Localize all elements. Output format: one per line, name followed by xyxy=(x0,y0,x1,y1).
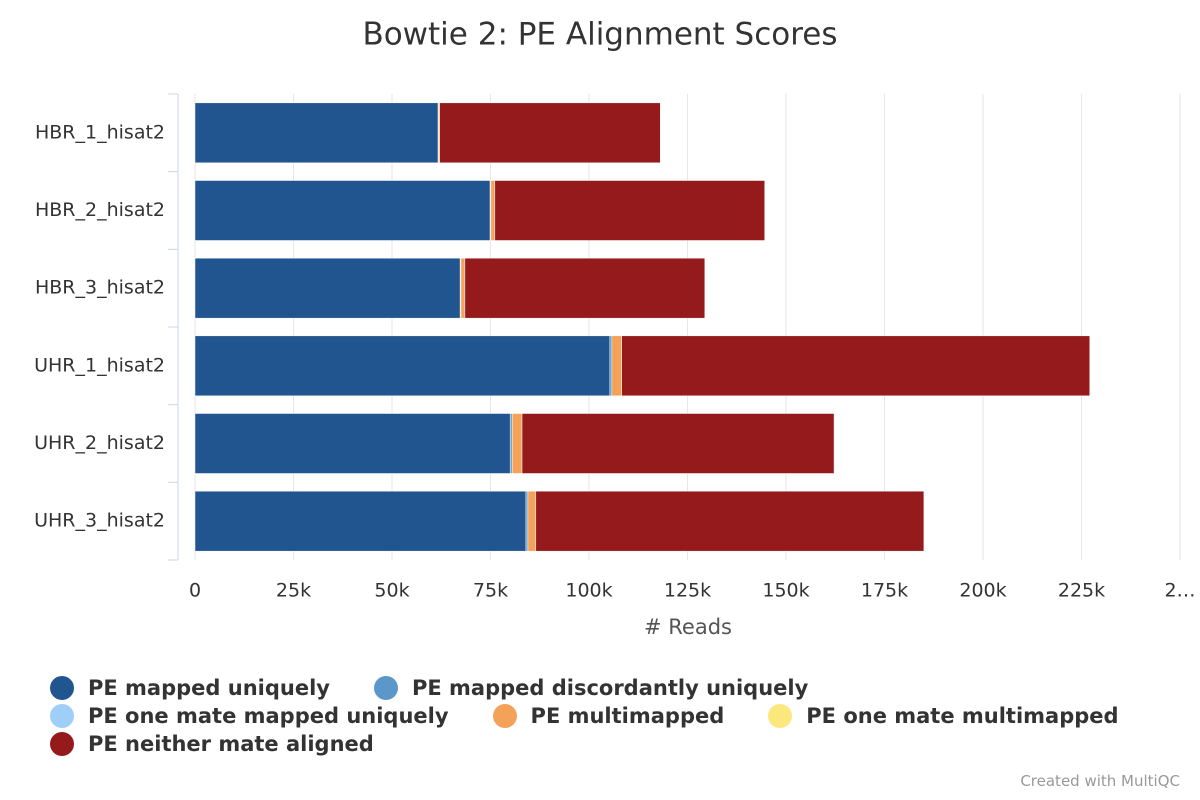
chart-title: Bowtie 2: PE Alignment Scores xyxy=(362,17,837,53)
x-tick-label: 2… xyxy=(1164,580,1195,602)
bar-segment xyxy=(525,490,529,552)
y-tick-label: UHR_1_hisat2 xyxy=(34,354,165,376)
legend-marker xyxy=(768,704,793,728)
chart: Bowtie 2: PE Alignment Scores # Reads 0 2… xyxy=(34,17,1195,640)
legend: PE mapped uniquely PE mapped discordantly… xyxy=(50,676,1160,756)
bar-segment xyxy=(194,180,491,241)
legend-item[interactable]: PE multimapped xyxy=(492,704,725,728)
legend-marker xyxy=(373,676,398,700)
y-tick-label: UHR_3_hisat2 xyxy=(34,510,165,532)
bar-segment xyxy=(609,335,613,397)
bar-segment xyxy=(194,413,511,474)
bar-segment xyxy=(509,413,513,474)
legend-label: PE neither mate aligned xyxy=(88,732,374,756)
bar-segment xyxy=(511,413,523,474)
y-tick-label: HBR_1_hisat2 xyxy=(35,121,165,143)
x-tick-label: 225k xyxy=(1058,580,1105,602)
bar-segment xyxy=(494,180,765,241)
bar-segment xyxy=(521,413,835,474)
legend-item[interactable]: PE one mate multimapped xyxy=(768,704,1119,728)
bar-segment xyxy=(194,102,439,164)
bar-segment xyxy=(460,257,466,319)
bar-segment xyxy=(194,257,461,319)
x-tick-label: 175k xyxy=(861,580,908,602)
y-tick-label: HBR_3_hisat2 xyxy=(35,277,165,299)
x-tick-label: 150k xyxy=(762,580,809,602)
bar-segment xyxy=(611,335,622,397)
legend-marker xyxy=(50,676,74,700)
y-tick-label: UHR_2_hisat2 xyxy=(34,432,165,454)
x-tick-label: 125k xyxy=(664,580,711,602)
bar-segment xyxy=(194,490,527,552)
bar-segment xyxy=(535,490,925,552)
x-tick-label: 50k xyxy=(374,580,409,602)
legend-label: PE mapped discordantly uniquely xyxy=(411,676,809,700)
bar-segment xyxy=(439,102,661,164)
legend-label: PE one mate mapped uniquely xyxy=(88,704,449,728)
y-tick-label: HBR_2_hisat2 xyxy=(35,199,165,221)
legend-item[interactable]: PE mapped uniquely xyxy=(50,676,330,700)
legend-item[interactable]: PE neither mate aligned xyxy=(50,732,374,756)
credits: Created with MultiQC xyxy=(1020,772,1180,790)
legend-marker xyxy=(492,704,517,728)
legend-marker xyxy=(50,732,74,756)
legend-label: PE one mate multimapped xyxy=(806,704,1119,728)
x-tick-label: 25k xyxy=(276,580,311,602)
x-tick-label: 100k xyxy=(565,580,612,602)
x-tick-label: 75k xyxy=(473,580,508,602)
bar-segment xyxy=(527,490,537,552)
bar-segment xyxy=(464,257,706,319)
x-tick-label: 200k xyxy=(959,580,1006,602)
x-axis-label: # Reads xyxy=(644,615,732,639)
legend-label: PE mapped uniquely xyxy=(88,676,330,700)
legend-item[interactable]: PE one mate mapped uniquely xyxy=(50,704,449,728)
x-tick-label: 0 xyxy=(189,580,201,602)
legend-label: PE multimapped xyxy=(530,704,725,728)
bar-segment xyxy=(490,180,496,241)
legend-marker xyxy=(50,704,74,728)
bar-segment xyxy=(194,335,611,397)
legend-item[interactable]: PE mapped discordantly uniquely xyxy=(373,676,809,700)
bar-segment xyxy=(621,335,1091,397)
